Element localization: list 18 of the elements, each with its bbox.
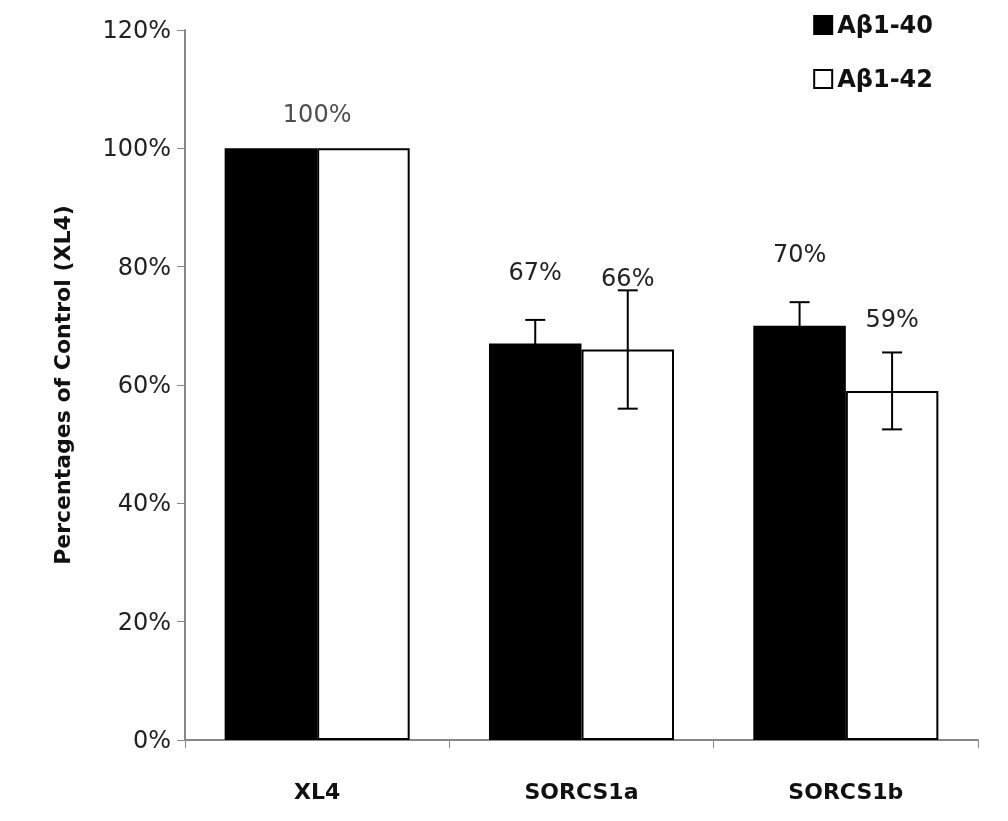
annotation: 100% [282, 100, 352, 129]
x-tick-label: SORCS1b [788, 778, 904, 804]
data-label: 66% [601, 263, 655, 292]
y-tick-label: 20% [117, 607, 171, 636]
y-tick-label: 60% [117, 371, 171, 399]
y-tick-label: 120% [102, 16, 171, 44]
data-label: 67% [508, 257, 562, 286]
data-label: 70% [772, 239, 827, 268]
x-tick-label: SORCS1a [524, 778, 639, 804]
y-tick-label: 40% [117, 489, 171, 518]
y-tick-label: 100% [102, 134, 171, 163]
data-label: 59% [865, 304, 919, 333]
legend-label: Aβ1-42 [837, 65, 933, 93]
y-axis-title: Percentages of Control (XL4) [49, 205, 75, 565]
legend-label: Aβ1-40 [837, 11, 933, 39]
x-tick-label: XL4 [294, 778, 341, 804]
y-tick-label: 0% [132, 726, 171, 754]
y-tick-label: 80% [117, 252, 171, 281]
